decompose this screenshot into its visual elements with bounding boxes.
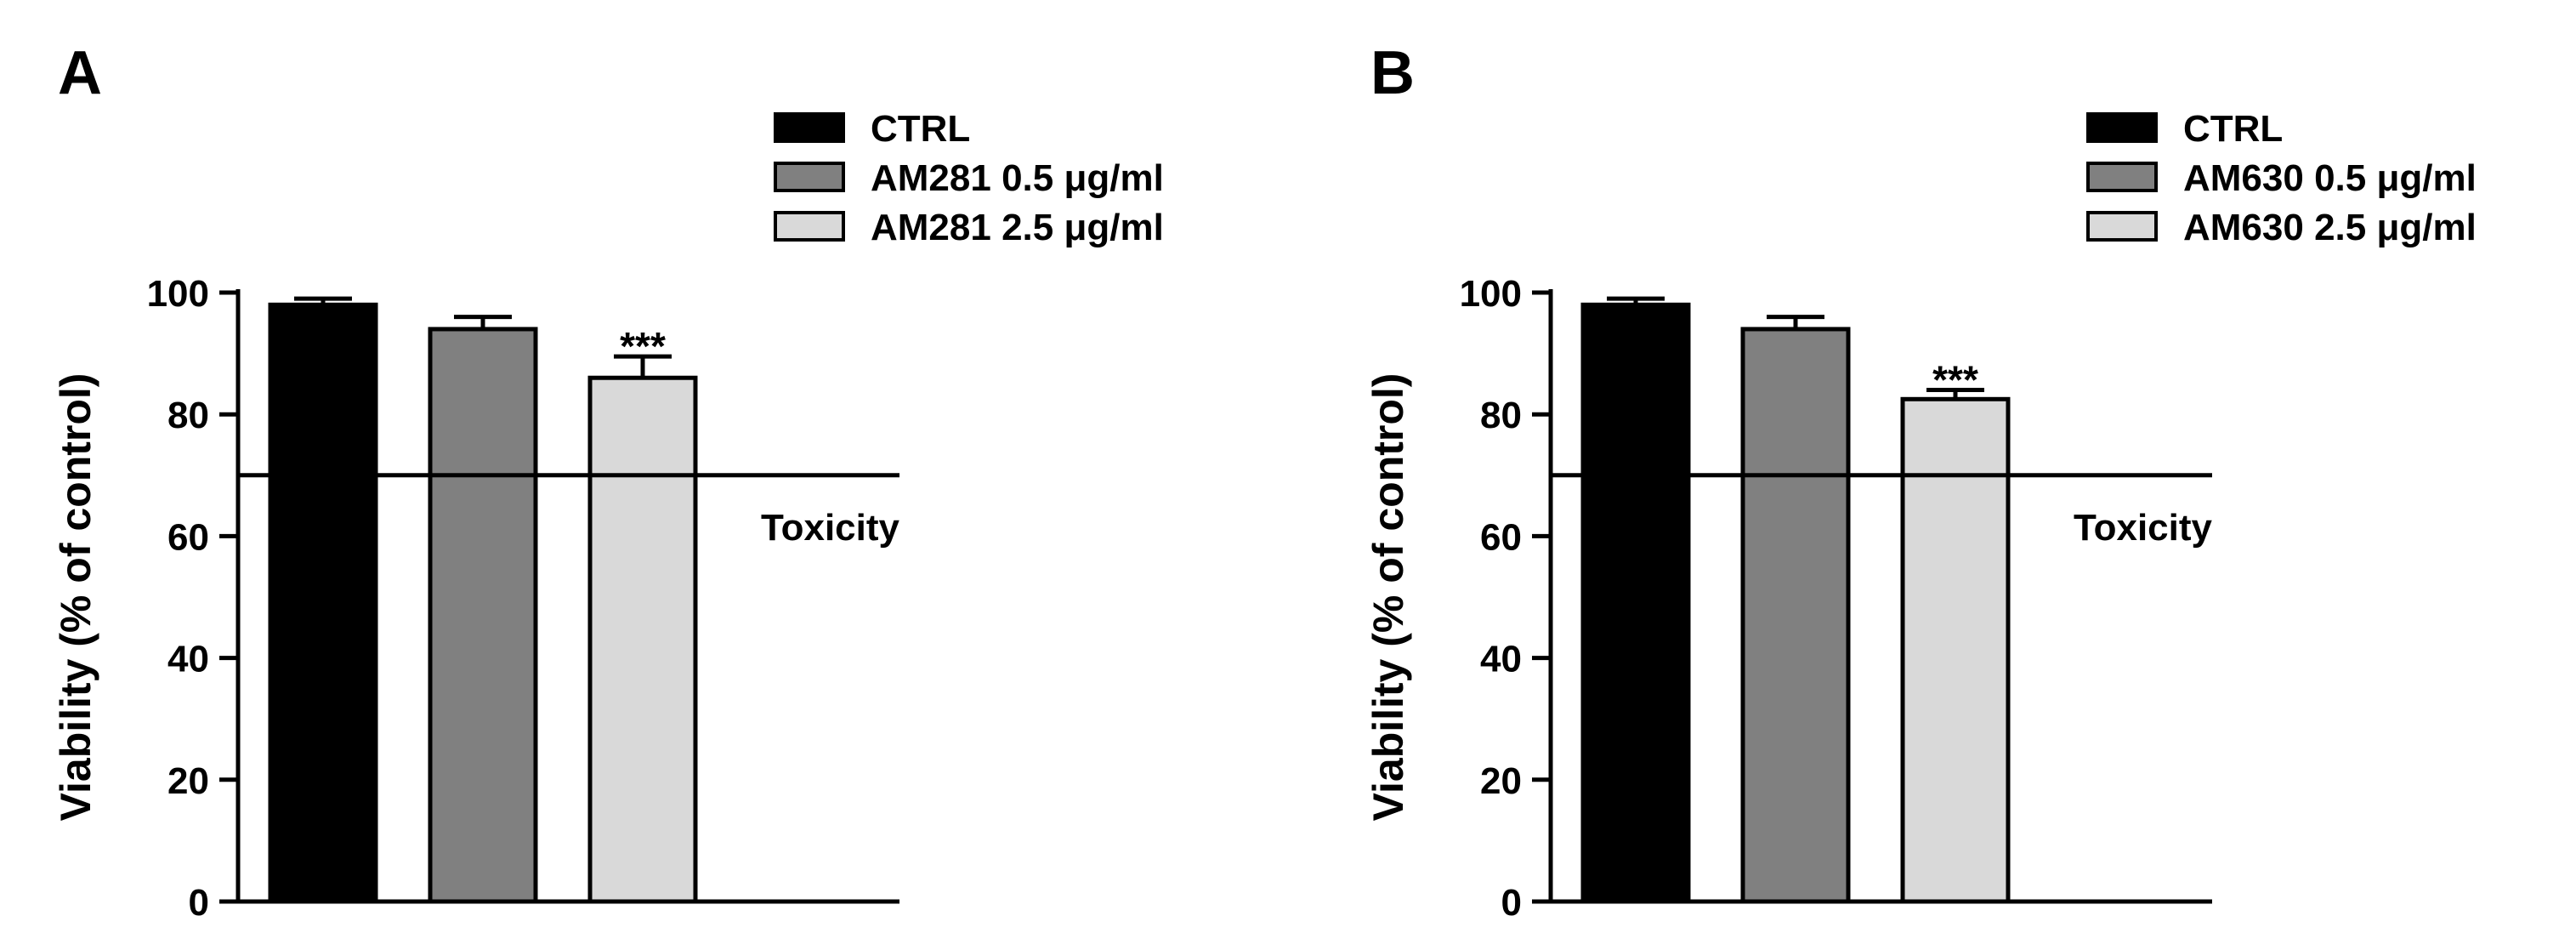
y-tick-label: 80 bbox=[167, 395, 209, 436]
toxicity-label: Toxicity bbox=[2074, 507, 2213, 549]
bar bbox=[1580, 302, 1691, 904]
y-tick-label: 100 bbox=[1460, 273, 1522, 315]
panel-label: B bbox=[1370, 39, 1415, 107]
y-tick-label: 0 bbox=[1501, 882, 1522, 924]
legend-swatch bbox=[774, 112, 845, 143]
y-axis-title: Viability (% of control) bbox=[1365, 373, 1412, 822]
y-tick-label: 20 bbox=[167, 760, 209, 802]
y-tick-label: 40 bbox=[167, 639, 209, 680]
panel-label: A bbox=[58, 39, 102, 107]
y-tick-label: 40 bbox=[1480, 639, 1522, 680]
bar bbox=[1740, 327, 1851, 904]
y-axis-title: Viability (% of control) bbox=[52, 373, 99, 822]
y-tick-label: 60 bbox=[1480, 516, 1522, 558]
panel-b: B CTRL AM630 0.5 μg/ml AM630 2.5 μg/ml *** 0 2… bbox=[1365, 39, 2477, 924]
legend-swatch bbox=[2086, 162, 2158, 192]
significance-marker: *** bbox=[620, 324, 666, 368]
y-tick-label: 100 bbox=[147, 273, 209, 315]
legend-label: CTRL bbox=[871, 108, 970, 150]
y-tick-label: 80 bbox=[1480, 395, 1522, 436]
bar bbox=[268, 302, 378, 904]
bar bbox=[587, 375, 698, 904]
legend-label: CTRL bbox=[2183, 108, 2283, 150]
y-tick-label: 60 bbox=[167, 516, 209, 558]
legend-swatch bbox=[2086, 211, 2158, 242]
y-tick-label: 0 bbox=[189, 882, 209, 924]
legend-swatch bbox=[2086, 112, 2158, 143]
legend-swatch bbox=[774, 211, 845, 242]
legend-label: AM630 0.5 μg/ml bbox=[2183, 157, 2477, 199]
bar bbox=[428, 327, 538, 904]
panel-a: A CTRL AM281 0.5 μg/ml AM281 2.5 μg/ml *** 0 2… bbox=[52, 39, 1164, 924]
legend-label: AM281 0.5 μg/ml bbox=[871, 157, 1164, 199]
y-tick-label: 20 bbox=[1480, 760, 1522, 802]
legend-label: AM281 2.5 μg/ml bbox=[871, 207, 1164, 248]
significance-marker: *** bbox=[1932, 358, 1978, 402]
legend-swatch bbox=[774, 162, 845, 192]
legend-label: AM630 2.5 μg/ml bbox=[2183, 207, 2477, 248]
toxicity-label: Toxicity bbox=[761, 507, 900, 549]
